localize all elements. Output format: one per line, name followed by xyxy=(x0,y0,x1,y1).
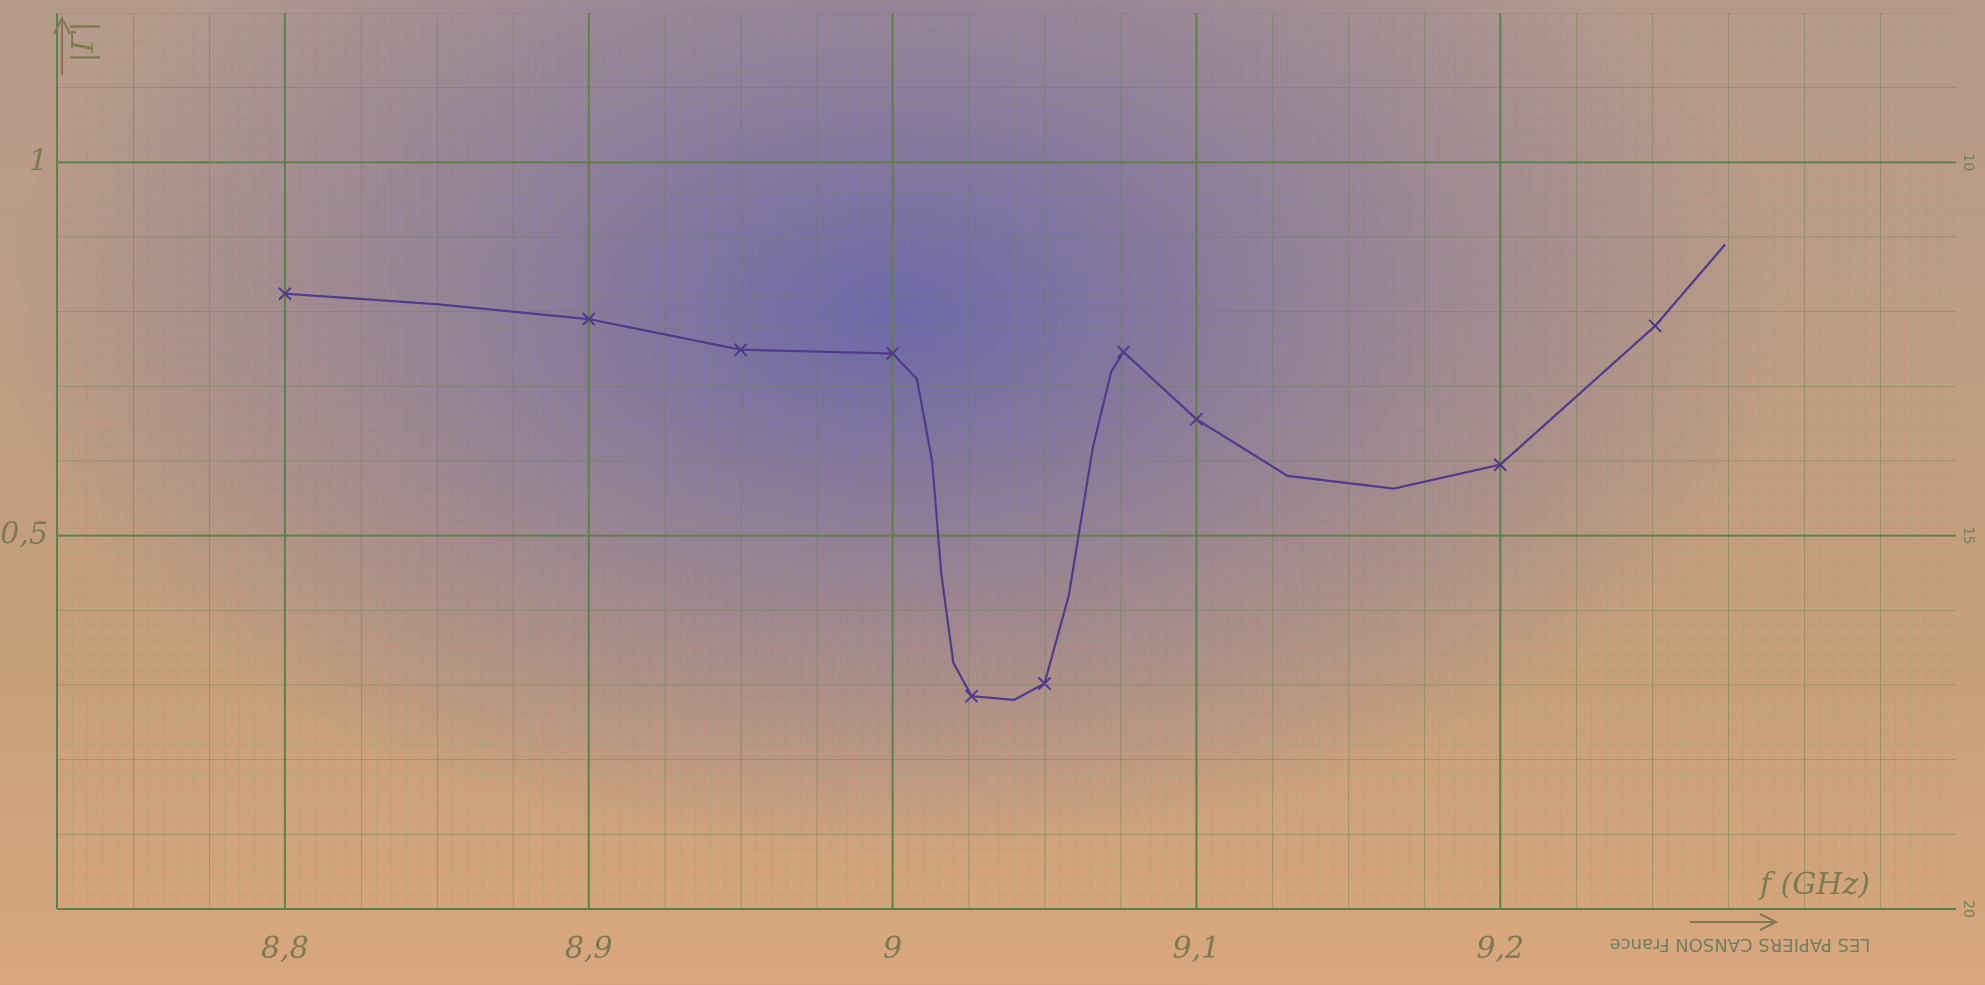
point-marker xyxy=(1493,458,1507,472)
point-marker xyxy=(1189,412,1204,426)
point-marker xyxy=(733,343,748,357)
x-axis-title: f (GHz) xyxy=(1758,867,1870,902)
point-marker xyxy=(1116,345,1131,359)
x-tick-label: 8,8 xyxy=(261,931,309,966)
point-marker xyxy=(278,287,292,301)
paper-brand: LES PAPIERS CANSON France xyxy=(1610,934,1871,955)
x-tick-label: 9,2 xyxy=(1476,931,1524,966)
paper-number: 10 xyxy=(1960,153,1976,171)
y-tick-label: 1 xyxy=(29,143,48,178)
x-tick-label: 8,9 xyxy=(565,931,613,966)
point-marker xyxy=(1648,319,1662,333)
point-marker xyxy=(885,346,900,361)
x-tick-label: 9 xyxy=(883,931,902,966)
y-axis-title: |Γ| xyxy=(66,21,101,62)
paper-number: 15 xyxy=(1960,527,1976,545)
x-arrow xyxy=(1690,913,1779,931)
paper-number: 20 xyxy=(1960,900,1976,918)
point-marker xyxy=(964,689,979,703)
y-tick-label: 0,5 xyxy=(0,517,48,552)
point-marker xyxy=(582,312,596,326)
paper-grid xyxy=(57,13,1956,909)
point-marker xyxy=(1037,676,1052,691)
curve xyxy=(284,243,1726,701)
x-tick-label: 9,1 xyxy=(1173,931,1221,966)
y-arrow xyxy=(53,15,71,75)
